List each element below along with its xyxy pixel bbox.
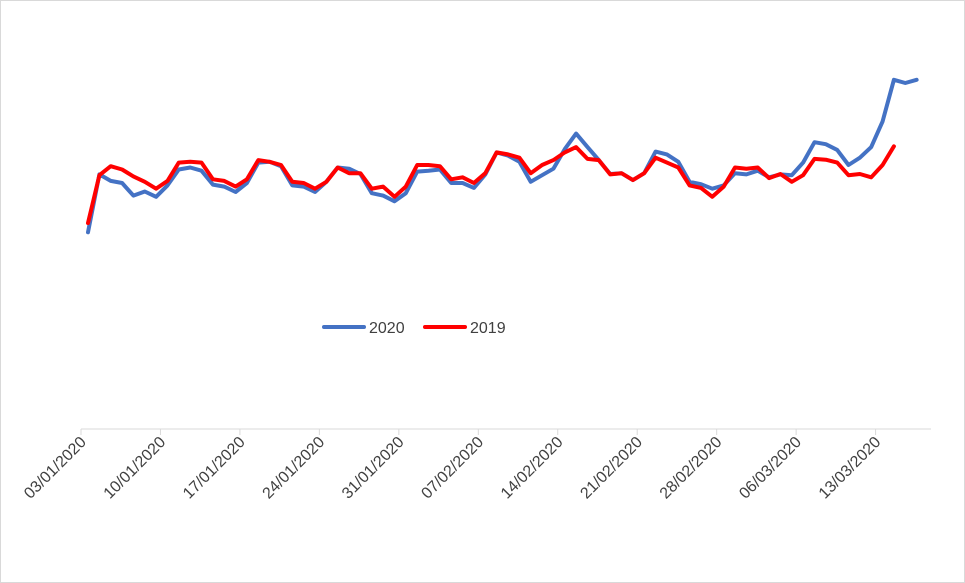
- series-line-2020: [86, 77, 919, 235]
- x-tick-label: 07/02/2020: [418, 434, 487, 503]
- x-tick-label: 10/01/2020: [101, 434, 170, 503]
- x-tick-label: 24/01/2020: [260, 434, 329, 503]
- x-tick-label: 14/02/2020: [498, 434, 567, 503]
- x-tick-label: 21/02/2020: [577, 434, 646, 503]
- legend: 2020 2019: [322, 320, 506, 337]
- x-tick-label: 28/02/2020: [657, 434, 726, 503]
- x-tick-label: 03/01/2020: [21, 434, 90, 503]
- x-tick-label: 06/03/2020: [736, 434, 805, 503]
- series-line-2019: [86, 144, 896, 225]
- x-tick-label: 13/03/2020: [816, 434, 885, 503]
- legend-label-2020: 2020: [369, 320, 405, 337]
- series-layer: [86, 77, 919, 235]
- x-tick-label: 17/01/2020: [180, 434, 249, 503]
- x-tick-label: 31/01/2020: [339, 434, 408, 503]
- legend-label-2019: 2019: [470, 320, 506, 337]
- x-axis: [80, 428, 931, 435]
- x-tick-labels: 03/01/2020 10/01/2020 17/01/2020 24/01/2020…: [21, 434, 884, 503]
